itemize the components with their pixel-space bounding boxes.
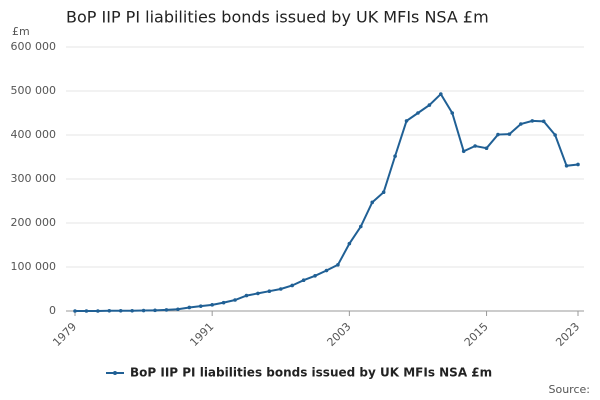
point (153, 308, 157, 313)
x-tick-label: 2023 (553, 320, 582, 349)
point (290, 283, 295, 288)
point (381, 190, 386, 194)
point (336, 263, 340, 267)
point (496, 132, 500, 137)
point (507, 132, 512, 136)
point (439, 92, 443, 96)
point (210, 303, 214, 307)
point (187, 305, 192, 310)
point (118, 308, 123, 313)
point (244, 293, 249, 298)
chart-title: BoP IIP PI liabilities bonds issued by U… (66, 8, 489, 27)
line (75, 92, 579, 312)
point (301, 278, 306, 283)
point (84, 309, 89, 313)
point (324, 268, 329, 273)
point (130, 308, 134, 313)
x-tick-label: 2015 (462, 320, 491, 349)
point (541, 119, 546, 124)
point (267, 289, 272, 294)
y-tick-label: 100 000 (11, 260, 57, 273)
source: Source: (549, 383, 591, 396)
point (233, 298, 237, 302)
point (164, 308, 169, 312)
y-tick-label: 0 (49, 304, 56, 317)
point (176, 307, 180, 312)
x-tick-label: 2003 (325, 320, 354, 349)
point (519, 122, 523, 126)
point (221, 300, 226, 305)
point (73, 309, 77, 313)
point (278, 287, 283, 291)
point (107, 308, 112, 313)
point (370, 200, 375, 205)
point (450, 111, 455, 115)
point (473, 144, 477, 148)
point (256, 291, 260, 296)
point (347, 241, 352, 246)
point (416, 111, 420, 115)
legend-label: BoP IIP PI liabilities bonds issued by U… (130, 366, 492, 380)
point (198, 304, 203, 308)
point (313, 274, 317, 278)
x-tick-label: 1979 (50, 320, 79, 349)
point (484, 146, 489, 150)
point (358, 224, 363, 229)
point (96, 309, 100, 313)
point (576, 162, 580, 167)
point (393, 154, 397, 158)
legend-marker (113, 371, 117, 375)
y-tick-label: 500 000 (11, 84, 57, 97)
point (553, 133, 557, 137)
point (530, 119, 535, 123)
x-tick-label: 1991 (187, 320, 216, 349)
point (461, 149, 466, 154)
y-tick-label: 200 000 (11, 216, 57, 229)
point (141, 308, 146, 313)
point (404, 119, 409, 123)
y-tick-label: 300 000 (11, 172, 57, 185)
point (427, 103, 432, 107)
y-tick-label: 400 000 (11, 128, 57, 141)
y-tick-label: 600 000 (11, 40, 57, 53)
y-unit: £m (12, 25, 30, 38)
point (564, 164, 569, 168)
